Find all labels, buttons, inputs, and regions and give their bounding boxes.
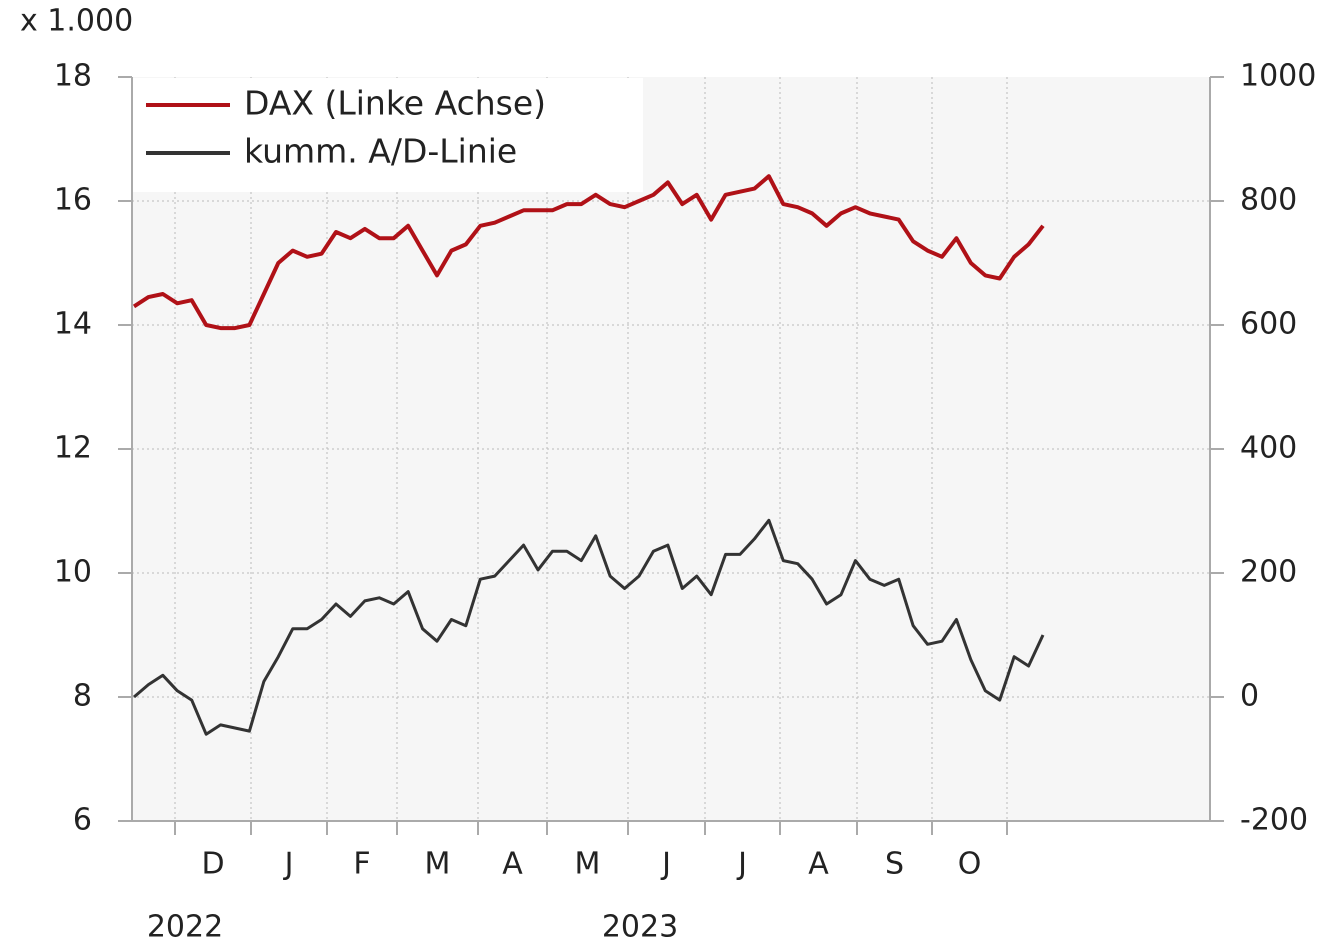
x-tick-label: A [502,847,523,882]
series-line [132,174,1045,331]
y2-tick-label: 200 [1240,555,1297,590]
y-tick-label: 12 [54,431,92,466]
plot-area [132,77,1210,821]
y-tick-label: 8 [73,679,92,714]
y2-tick-label: -200 [1240,803,1308,838]
legend-box [133,78,643,192]
series-line [133,518,1045,736]
x-tick-label: F [353,847,370,882]
y-tick-label: 14 [54,307,92,342]
x-tick-label: D [201,847,224,882]
year-label: 2023 [602,910,678,943]
y-tick-label: 6 [73,803,92,838]
x-tick-label: J [660,847,671,882]
y2-tick-label: 800 [1240,183,1297,218]
x-tick-label: J [283,847,294,882]
year-label: 2022 [147,910,223,943]
x-tick-label: M [425,847,451,882]
y-tick-label: 16 [54,183,92,218]
y2-tick-label: 400 [1240,431,1297,466]
y-tick-label: 18 [54,59,92,94]
y2-tick-label: 0 [1240,679,1259,714]
y2-tick-label: 1000 [1240,59,1316,94]
x-tick-label: M [575,847,601,882]
x-tick-label: J [736,847,747,882]
legend-label: DAX (Linke Achse) [244,84,546,123]
y-unit-label: x 1.000 [20,4,133,39]
y2-tick-label: 600 [1240,307,1297,342]
x-tick-label: O [958,847,982,882]
x-tick-label: A [808,847,829,882]
legend-label: kumm. A/D-Linie [244,132,517,171]
y-tick-label: 10 [54,555,92,590]
x-tick-label: S [885,847,904,882]
